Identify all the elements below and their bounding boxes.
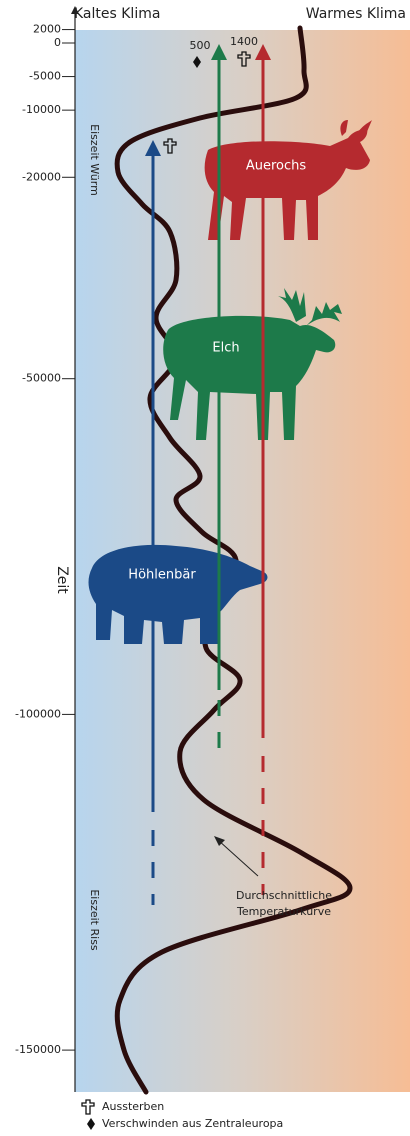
tick-label: -100000 <box>15 707 61 720</box>
diamond-icon <box>87 1118 95 1130</box>
axis-label: Zeit <box>54 566 70 594</box>
tick-label: 2000 <box>33 23 61 36</box>
era-label: Eiszeit Würm <box>88 124 101 196</box>
arrow-label: 1400 <box>230 35 258 48</box>
tick-label: -20000 <box>22 170 61 183</box>
arrow-label: 500 <box>190 39 211 52</box>
era-label: Eiszeit Riss <box>88 889 101 951</box>
annotation: Durchschnittliche <box>236 889 332 902</box>
animal-name: Auerochs <box>246 159 307 174</box>
legend-entry: Aussterben <box>102 1100 164 1113</box>
tick-label: -50000 <box>22 372 61 385</box>
tick-label: 0 <box>54 36 61 49</box>
cross-icon <box>82 1100 94 1114</box>
tick-label: -5000 <box>29 70 61 83</box>
animal-name: Elch <box>212 341 239 356</box>
header-right: Warmes Klima <box>306 6 406 22</box>
tick-label: -10000 <box>22 103 61 116</box>
animal-name: Höhlenbär <box>128 568 196 583</box>
figure: Kaltes Klima Warmes Klima Zeit Eiszeit W… <box>0 0 410 1136</box>
legend-entry: Verschwinden aus Zentraleuropa <box>102 1117 283 1130</box>
annotation: Temperaturkurve <box>236 905 331 918</box>
header-left: Kaltes Klima <box>74 6 160 22</box>
tick-label: -150000 <box>15 1043 61 1056</box>
